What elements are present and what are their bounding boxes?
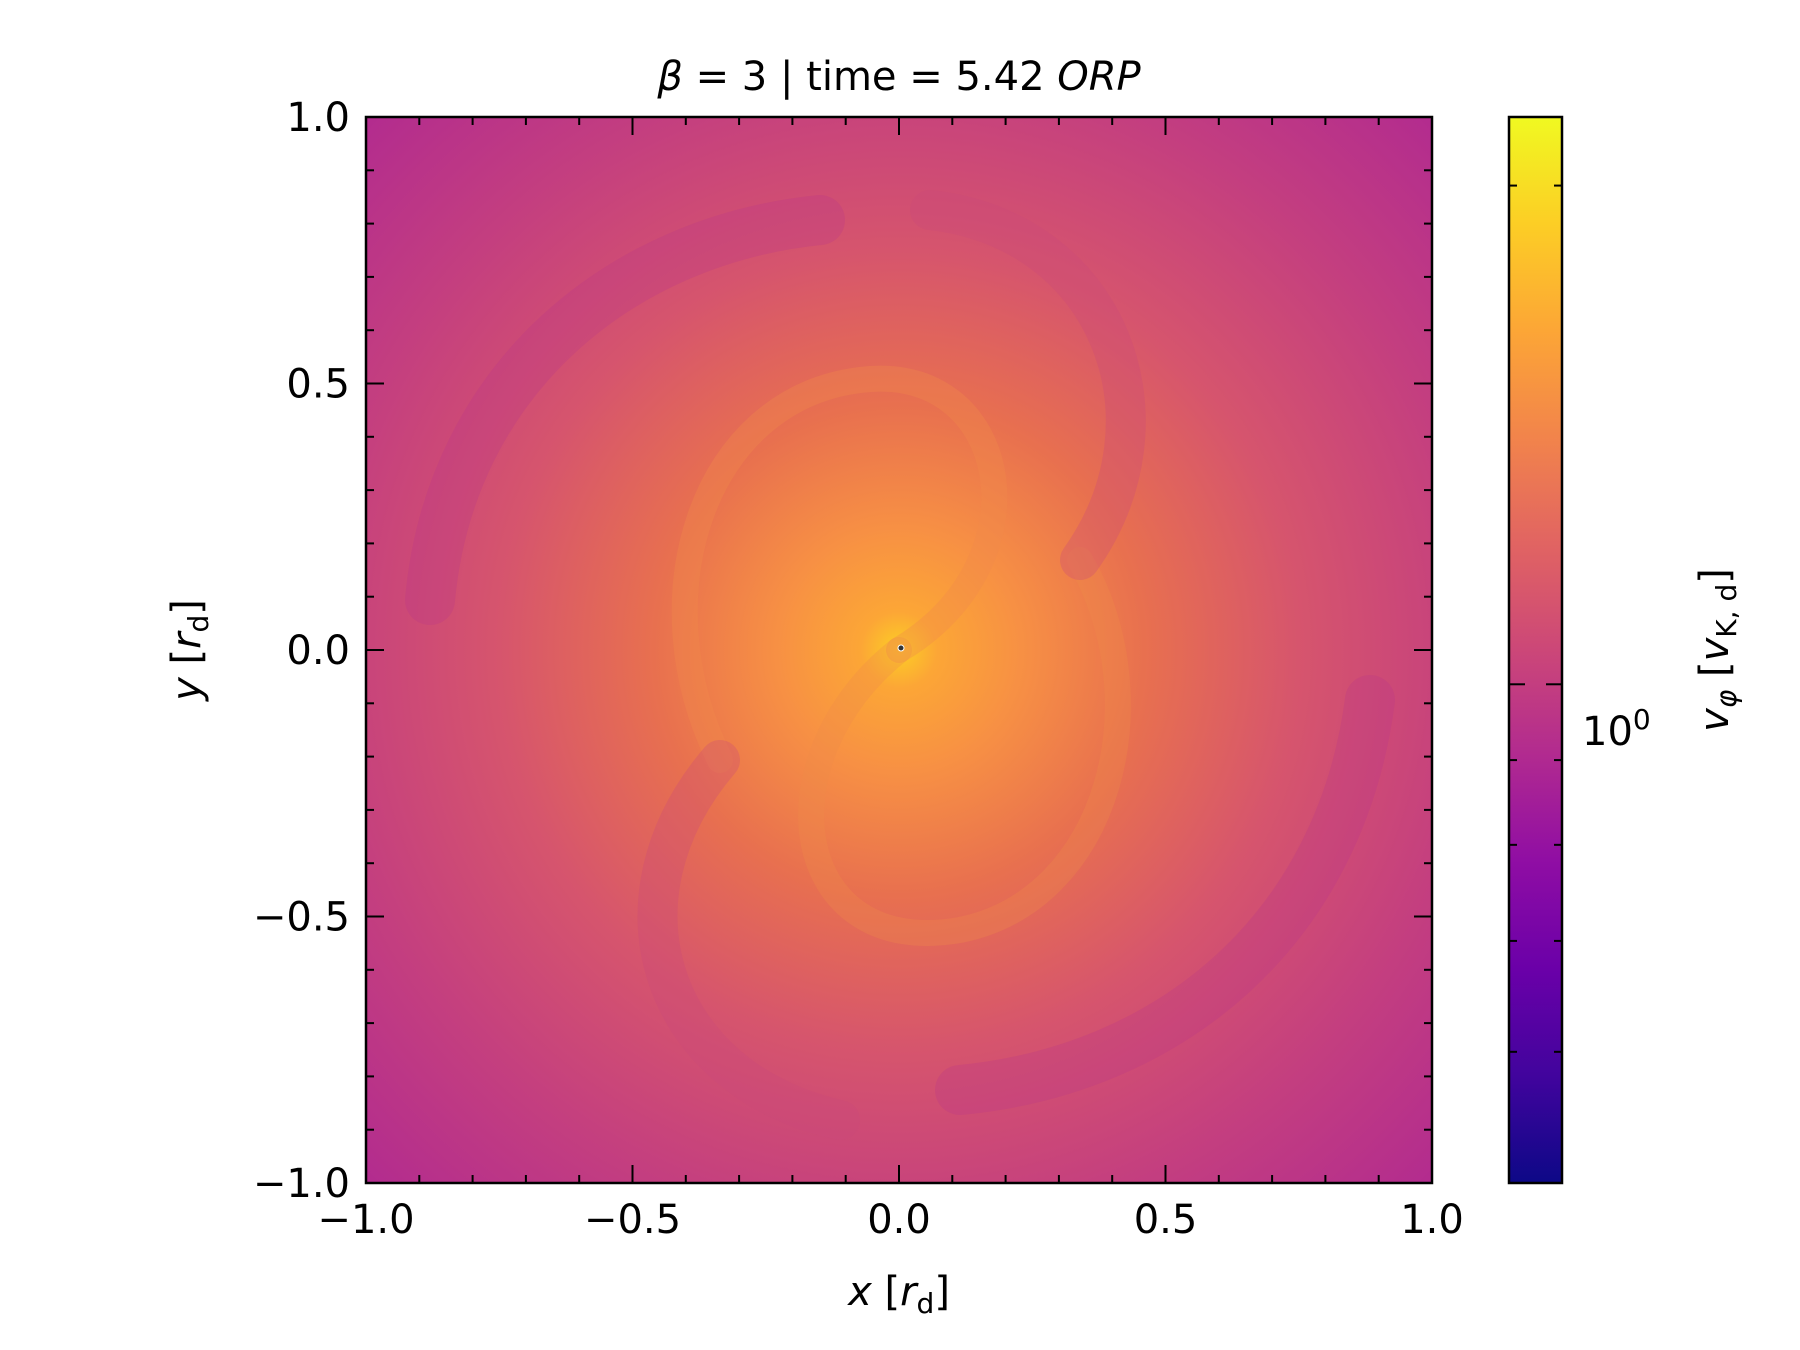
spiral-arm bbox=[637, 740, 860, 1140]
x-tick-label: 1.0 bbox=[1400, 1197, 1464, 1243]
spiral-arms bbox=[405, 190, 1395, 1140]
y-tick-label: −0.5 bbox=[253, 895, 350, 941]
colorbar bbox=[1507, 115, 1564, 1185]
spiral-arm bbox=[935, 675, 1395, 1115]
x-tick-label: −0.5 bbox=[584, 1197, 681, 1243]
spiral-arm bbox=[910, 190, 1146, 580]
axis-tick-labels: −1.0 −0.5 0.0 0.5 1.0 −1.0 −0.5 0.0 0.5 1.0 bbox=[253, 95, 1464, 1243]
y-tick-label: 0.0 bbox=[286, 628, 350, 674]
x-tick-label: 0.5 bbox=[1134, 1197, 1198, 1243]
colorbar-major-tick-label: 100 bbox=[1582, 703, 1651, 755]
spiral-arm bbox=[671, 365, 1008, 773]
axis-ticks bbox=[365, 116, 1433, 1184]
spiral-arm bbox=[405, 195, 845, 625]
y-tick-label: 0.5 bbox=[286, 362, 350, 408]
x-axis-label: x [rd] bbox=[846, 1269, 950, 1320]
x-tick-label: −1.0 bbox=[317, 1197, 414, 1243]
heatmap bbox=[366, 117, 1432, 1183]
x-tick-label: 0.0 bbox=[867, 1197, 931, 1243]
center-marker bbox=[897, 644, 905, 652]
colorbar-ticks bbox=[1509, 184, 1562, 1053]
spiral-arm bbox=[798, 547, 1131, 946]
colorbar-label: vφ [vK, d] bbox=[1692, 568, 1743, 732]
y-tick-label: −1.0 bbox=[253, 1161, 350, 1207]
y-axis-label: y [rd] bbox=[164, 599, 215, 702]
y-tick-label: 1.0 bbox=[286, 95, 350, 141]
chart-title: β = 3 | time = 5.42 ORP bbox=[656, 54, 1141, 100]
